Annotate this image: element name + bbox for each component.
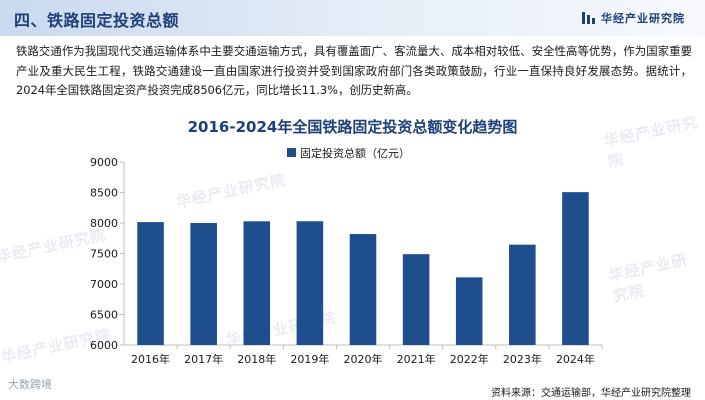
x-tick-label: 2016年 [131, 352, 170, 366]
bar [137, 222, 164, 345]
x-tick-label: 2020年 [344, 352, 383, 366]
bar [296, 221, 324, 345]
bar [509, 244, 536, 345]
footer-logo: 大数跨境 [8, 378, 52, 391]
y-tick-label: 7500 [90, 248, 118, 261]
y-tick-label: 6500 [90, 309, 118, 322]
intro-paragraph: 铁路交通作为我国现代交通运输体系中主要交通运输方式，具有覆盖面广、客流量大、成本… [16, 44, 692, 97]
x-tick-label: 2021年 [397, 352, 436, 366]
bar [190, 222, 217, 345]
x-tick-label: 2017年 [184, 352, 223, 366]
brand-logo-icon [582, 12, 595, 24]
x-tick-label: 2024年 [556, 352, 595, 366]
x-tick-label: 2018年 [237, 352, 276, 366]
legend-swatch [287, 148, 296, 157]
bar [562, 192, 589, 345]
y-tick-label: 8500 [90, 187, 118, 200]
x-tick-label: 2023年 [503, 352, 542, 366]
y-tick-label: 7000 [90, 278, 118, 291]
y-tick-label: 8000 [90, 217, 118, 230]
legend-label: 固定投资总额（亿元） [300, 146, 410, 160]
x-tick-label: 2022年 [450, 352, 489, 366]
y-tick-label: 9000 [90, 156, 118, 169]
bar [455, 277, 483, 345]
bar [243, 221, 271, 345]
bar [349, 234, 377, 345]
y-tick-label: 6000 [90, 339, 118, 352]
chart-title: 2016-2024年全国铁路固定投资总额变化趋势图 [187, 118, 518, 136]
brand: 华经产业研究院 [582, 10, 685, 26]
section-title: 四、铁路固定投资总额 [14, 11, 180, 30]
x-tick-label: 2019年 [290, 352, 329, 366]
source-note: 资料来源：交通运输部，华经产业研究院整理 [491, 388, 691, 399]
bar [402, 254, 430, 345]
brand-name: 华经产业研究院 [601, 12, 685, 25]
